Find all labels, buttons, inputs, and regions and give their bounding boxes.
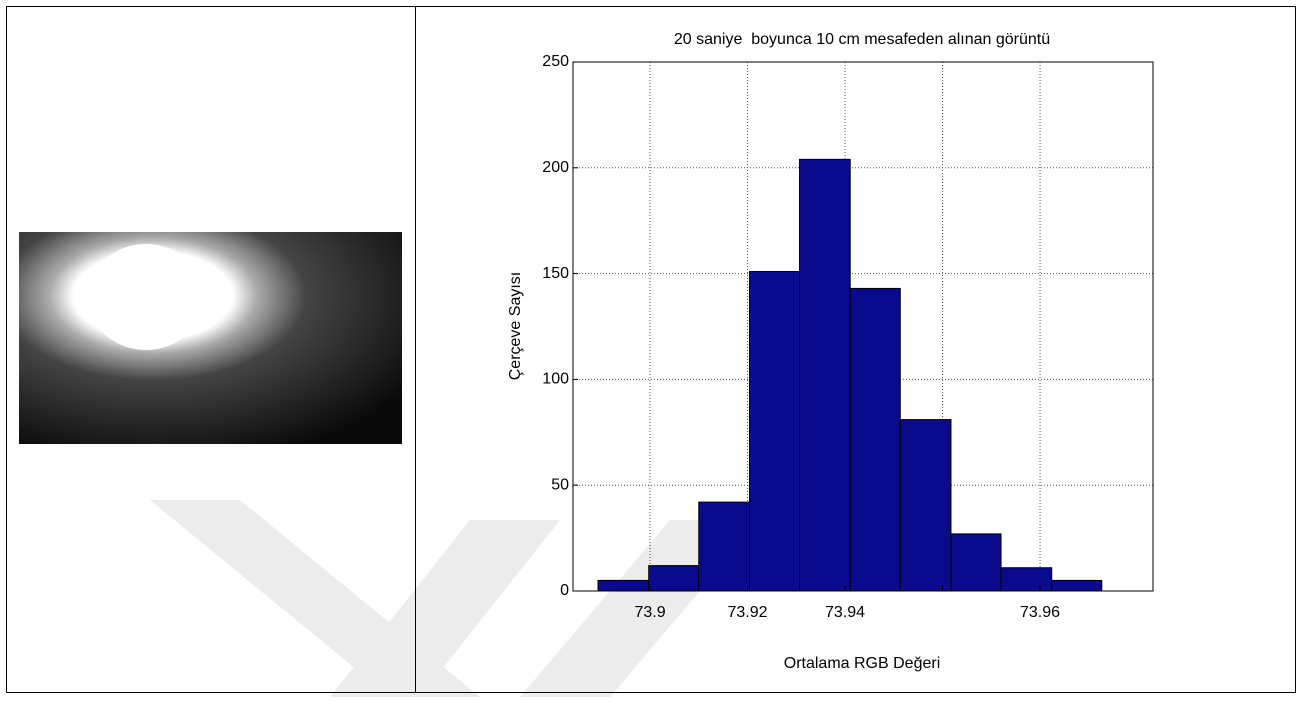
- bar: [849, 287, 901, 592]
- watermark: [150, 500, 760, 697]
- y-tick-label: 250: [542, 53, 569, 70]
- bar: [950, 533, 1002, 592]
- axes-box: [572, 61, 1154, 592]
- plot: 0 50 100 150 200 250 73.9 73.92 73.94 73.96: [542, 53, 1154, 621]
- photo: [19, 232, 402, 444]
- bar: [1000, 567, 1053, 592]
- y-axis-label: Çerçeve Sayısı: [507, 272, 524, 380]
- x-tick-label: 73.96: [1020, 604, 1060, 621]
- bar: [698, 501, 750, 592]
- x-tick-label: 73.92: [728, 604, 768, 621]
- bar: [899, 419, 952, 592]
- y-tick-label: 200: [542, 159, 569, 176]
- y-tick-label: 150: [542, 265, 569, 282]
- bar: [597, 579, 650, 592]
- x-tick-label: 73.94: [825, 604, 865, 621]
- bar: [648, 565, 700, 592]
- chart-title: 20 saniye boyunca 10 cm mesafeden alınan…: [674, 31, 1050, 48]
- table-border: [6, 6, 1296, 693]
- y-tick-label: 100: [542, 371, 569, 388]
- y-tick-label: 0: [560, 582, 569, 599]
- y-tick-label: 50: [551, 476, 569, 493]
- x-tick-label: 73.9: [634, 604, 665, 621]
- bar: [799, 158, 851, 592]
- x-axis-label: Ortalama RGB Değeri: [784, 655, 941, 672]
- bar: [1051, 579, 1103, 592]
- bar: [748, 270, 801, 592]
